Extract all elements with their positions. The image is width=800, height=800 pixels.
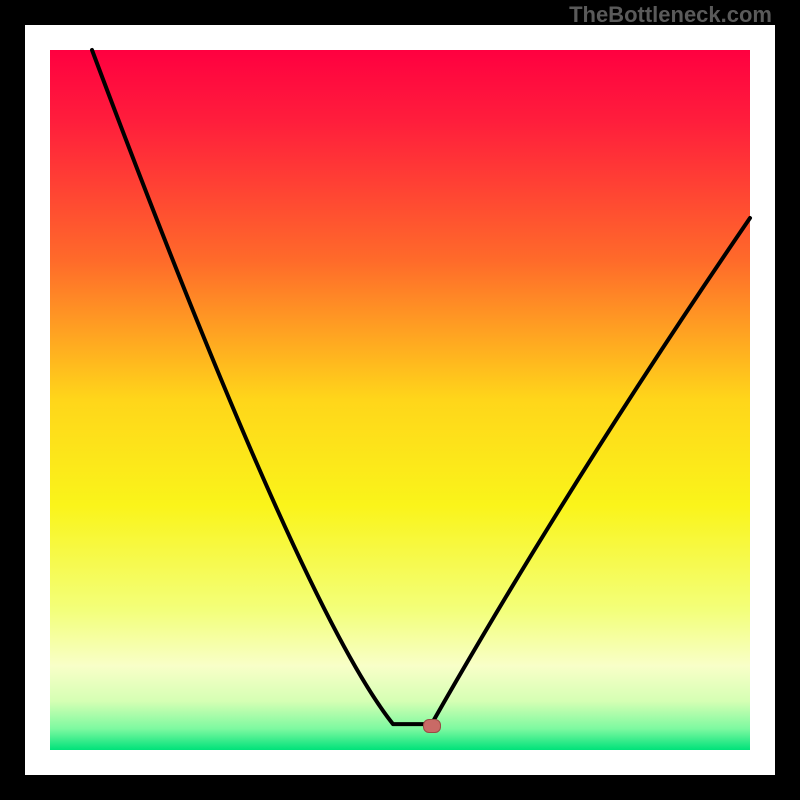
bottleneck-chart: TheBottleneck.com <box>0 0 800 800</box>
plot-background <box>50 50 750 750</box>
watermark-text: TheBottleneck.com <box>569 2 772 28</box>
optimum-marker <box>423 719 441 733</box>
